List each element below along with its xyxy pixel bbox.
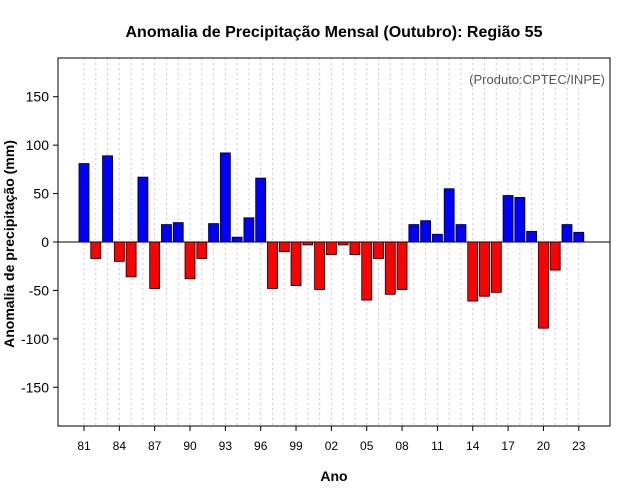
x-tick-label: 87 [148,439,162,453]
bar-91 [196,241,208,259]
bar-87 [149,241,161,289]
bar-07 [384,241,396,295]
chart-title: Anomalia de Precipitação Mensal (Outubro… [126,24,543,41]
bar-23 [573,231,585,243]
x-tick-label: 11 [431,439,444,453]
y-tick-label: -100 [21,331,49,347]
bar-10 [420,220,432,243]
y-tick-label: 0 [41,234,49,250]
bar-83 [102,155,113,243]
bar-92 [208,223,219,243]
bar-12 [443,188,455,243]
bar-94 [231,236,243,243]
bar-99 [290,241,302,286]
bar-13 [455,224,467,243]
x-tick-label: 90 [183,439,197,453]
x-tick-label: 08 [395,439,409,453]
x-tick-label: 99 [289,439,303,453]
bar-97 [267,241,278,289]
bar-22 [561,224,573,243]
bar-95 [243,217,255,243]
x-tick-label: 81 [77,439,91,453]
bar-20 [538,241,549,329]
bar-98 [278,241,290,253]
x-tick-label: 05 [360,439,374,453]
bar-17 [502,195,514,243]
x-tick-label: 17 [501,439,515,453]
bar-88 [161,224,172,243]
bar-05 [361,241,373,301]
y-tick-label: -150 [21,379,49,395]
x-tick-label: 23 [572,439,586,453]
bar-19 [526,230,538,243]
x-tick-label: 96 [254,439,268,453]
x-tick-label: 93 [219,439,233,453]
bar-08 [396,241,408,290]
bar-02 [325,241,337,255]
bar-93 [219,152,231,243]
bar-85 [125,241,137,278]
bar-04 [349,241,361,255]
y-axis-label: Anomalia de precipitação (mm) [1,140,17,348]
y-tick-label: 50 [33,186,49,202]
bar-06 [373,241,384,259]
bar-96 [255,177,267,243]
bar-03 [337,241,349,246]
x-tick-label: 20 [537,439,551,453]
bar-11 [431,233,443,243]
bar-14 [467,241,479,302]
bar-21 [549,241,561,271]
bar-15 [479,241,490,297]
source-note: (Produto:CPTEC/INPE) [469,72,605,87]
y-tick-label: 100 [26,137,50,153]
bar-81 [78,163,90,243]
x-axis-label: Ano [320,468,347,484]
bar-00 [302,241,314,246]
bar-09 [408,224,420,243]
bar-82 [90,241,102,259]
y-tick-label: 150 [26,89,50,105]
bar-01 [314,241,326,290]
bar-84 [113,241,125,262]
bar-18 [514,197,526,243]
bar-86 [137,176,149,243]
y-tick-label: -50 [29,282,49,298]
plot-area: -150 -100 -50 0 50 100 150 81 84 87 90 93 96 99 02 05 08… [21,57,611,453]
bar-90 [184,241,196,280]
x-tick-label: 14 [466,439,480,453]
x-tick-label: 84 [113,439,127,453]
bar-89 [172,222,184,243]
bar-16 [490,241,502,293]
x-tick-label: 02 [325,439,339,453]
